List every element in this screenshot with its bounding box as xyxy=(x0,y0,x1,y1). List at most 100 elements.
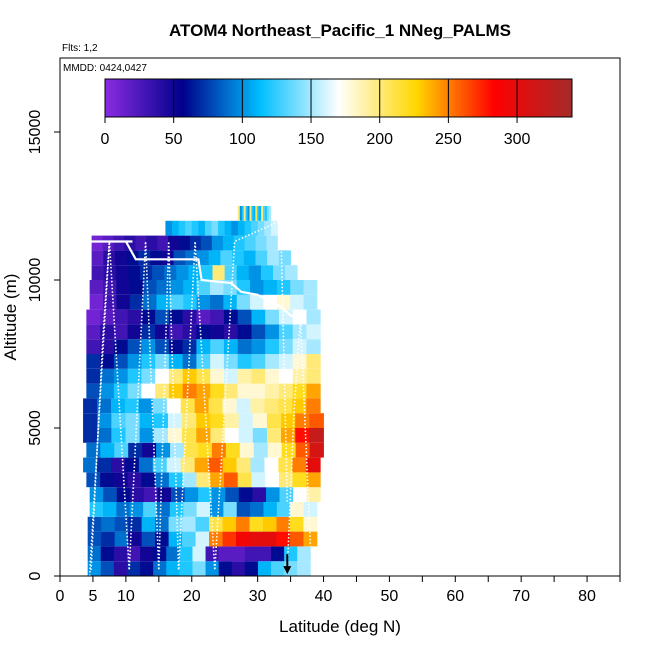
heatmap-cell xyxy=(141,324,156,340)
heatmap-cell xyxy=(183,502,198,517)
heatmap-cell xyxy=(141,383,156,399)
heatmap-cell xyxy=(236,457,251,473)
heatmap-cell xyxy=(196,250,210,266)
heatmap-cell xyxy=(309,428,324,443)
heatmap-cell xyxy=(198,220,206,236)
heatmap-cell xyxy=(156,294,171,310)
heatmap-cell xyxy=(182,324,197,340)
heatmap-cell xyxy=(87,531,102,547)
heatmap-cell xyxy=(155,368,170,384)
heatmap-cell xyxy=(140,546,154,562)
heatmap-cell xyxy=(183,294,198,310)
heatmap-cell xyxy=(110,457,126,473)
heatmap-cell xyxy=(222,531,237,547)
heatmap-cell xyxy=(238,487,253,502)
heatmap-cell xyxy=(127,265,141,280)
heatmap-cell xyxy=(183,280,198,295)
heatmap-cell xyxy=(197,442,213,458)
heatmap-cell xyxy=(139,413,155,428)
heatmap-cell xyxy=(218,220,226,236)
heatmap-cell xyxy=(209,294,224,310)
heatmap-cell xyxy=(100,339,115,354)
heatmap-cell xyxy=(169,294,184,310)
heatmap-cell xyxy=(225,442,241,458)
heatmap-cell xyxy=(249,531,264,547)
heatmap-cell xyxy=(200,265,213,280)
heatmap-cell xyxy=(196,294,211,310)
heatmap-cell xyxy=(253,442,269,458)
heatmap-cell xyxy=(173,250,186,266)
heatmap-cell xyxy=(251,220,259,236)
heatmap-cell xyxy=(86,354,101,369)
colorbar-tick-label: 100 xyxy=(229,131,256,148)
heatmap-cell xyxy=(295,428,310,443)
heatmap-cell xyxy=(143,280,157,295)
heatmap-cell xyxy=(102,235,114,251)
heatmap-cell xyxy=(89,502,104,517)
heatmap-cell xyxy=(255,250,268,266)
heatmap-cell xyxy=(86,309,101,325)
heatmap-cell xyxy=(259,206,262,221)
heatmap-cell xyxy=(243,250,256,266)
heatmap-cell xyxy=(306,339,321,354)
heatmap-cell xyxy=(168,324,184,340)
heatmap-cell xyxy=(257,546,272,562)
heatmap-cell xyxy=(303,280,318,295)
x-tick-label: 30 xyxy=(249,588,267,605)
heatmap-cell xyxy=(251,354,266,369)
heatmap-cell xyxy=(111,413,126,428)
heatmap-cell xyxy=(265,339,280,354)
heatmap-cell xyxy=(155,383,170,399)
heatmap-cell xyxy=(155,354,170,369)
heatmap-cell xyxy=(141,531,156,547)
heatmap-cell xyxy=(263,516,277,532)
heatmap-cell xyxy=(168,516,183,532)
colorbar-tick-label: 250 xyxy=(435,131,462,148)
heatmap-cell xyxy=(281,428,296,443)
heatmap-cell xyxy=(236,502,251,517)
heatmap-cell xyxy=(250,398,265,414)
heatmap-cell xyxy=(155,531,169,547)
heatmap-cell xyxy=(292,354,307,369)
heatmap-cell xyxy=(153,413,169,428)
heatmap-cell xyxy=(278,339,294,354)
heatmap-cell xyxy=(292,457,307,473)
heatmap-cell xyxy=(127,339,142,354)
heatmap-cell xyxy=(223,502,238,517)
heatmap-cell xyxy=(210,413,225,428)
heatmap-cell xyxy=(176,265,189,280)
heatmap-cell xyxy=(278,324,294,340)
heatmap-cell xyxy=(127,324,142,340)
heatmap-cell xyxy=(153,428,169,443)
heatmap-cell xyxy=(209,280,224,295)
heatmap-cell xyxy=(272,265,286,280)
heatmap-cell xyxy=(103,250,116,266)
heatmap-cell xyxy=(252,413,268,428)
x-tick-label: 80 xyxy=(578,588,596,605)
heatmap-cell xyxy=(266,428,282,443)
heatmap-cell xyxy=(156,442,171,458)
heatmap-cell xyxy=(253,206,256,221)
heatmap-cell xyxy=(139,265,153,280)
heatmap-cell xyxy=(244,546,259,562)
heatmap-cell xyxy=(245,206,248,221)
heatmap-cell xyxy=(114,516,129,532)
heatmap-cell xyxy=(196,309,211,325)
heatmap-cell xyxy=(271,561,285,576)
heatmap-cell xyxy=(100,472,115,488)
heatmap-cell xyxy=(263,502,278,517)
heatmap-cell xyxy=(264,398,279,414)
heatmap-cell xyxy=(103,280,117,295)
heatmap-cell xyxy=(244,235,256,251)
heatmap-cell xyxy=(103,487,118,502)
heatmap-cell xyxy=(103,502,117,517)
heatmap-cell xyxy=(100,309,115,325)
heatmap-cell xyxy=(179,546,193,562)
heatmap-cell xyxy=(86,368,101,384)
heatmap-cell xyxy=(220,250,233,266)
heatmap-cell xyxy=(278,368,294,384)
heatmap-cell xyxy=(290,280,304,295)
heatmap-cell xyxy=(237,368,252,384)
heatmap-cell xyxy=(278,354,294,369)
heatmap-cell xyxy=(252,487,267,502)
